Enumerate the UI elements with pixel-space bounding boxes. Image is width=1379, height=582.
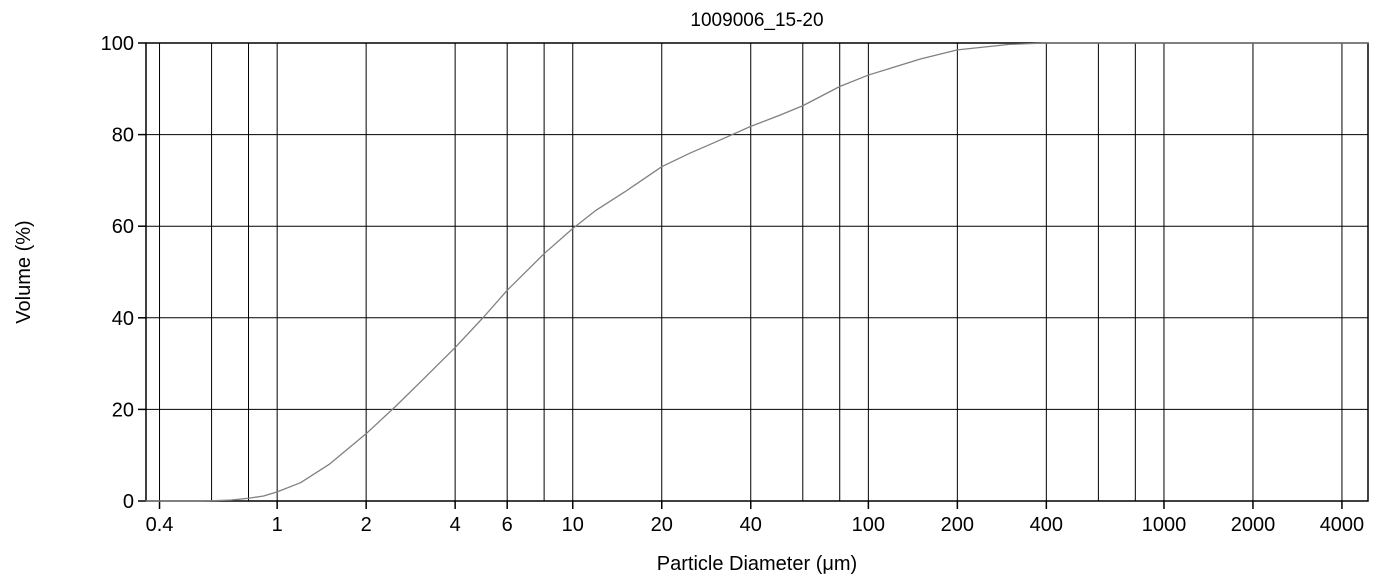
y-tick-label: 40 xyxy=(112,308,134,330)
x-tick-label: 200 xyxy=(941,514,974,536)
x-tick-label: 0.4 xyxy=(146,514,174,536)
x-tick-label: 10 xyxy=(562,514,584,536)
axis-ticks: 0.4 1 2 4 6 10 20 40 100 200 400 1000 2000 4000 0 20 40 6… xyxy=(101,33,1365,536)
x-tick-label: 1 xyxy=(272,514,283,536)
y-tick-label: 60 xyxy=(112,216,134,238)
x-tick-label: 40 xyxy=(740,514,762,536)
grid-lines xyxy=(146,42,1368,502)
y-axis-title: Volume (%) xyxy=(13,220,35,323)
y-tick-label: 20 xyxy=(112,399,134,421)
x-tick-label: 2 xyxy=(361,514,372,536)
plot-frame xyxy=(145,42,1369,502)
x-tick-label: 2000 xyxy=(1231,514,1276,536)
x-tick-label: 4000 xyxy=(1320,514,1365,536)
y-tick-label: 0 xyxy=(123,491,134,513)
y-tick-label: 100 xyxy=(101,33,134,55)
x-tick-label: 1000 xyxy=(1142,514,1187,536)
y-tick-label: 80 xyxy=(112,125,134,147)
x-tick-label: 400 xyxy=(1030,514,1063,536)
chart-title: 1009006_15-20 xyxy=(690,10,823,31)
x-tick-label: 100 xyxy=(852,514,885,536)
x-tick-label: 6 xyxy=(502,514,513,536)
series-line xyxy=(145,42,1369,502)
x-tick-label: 20 xyxy=(651,514,673,536)
x-tick-label: 4 xyxy=(450,514,461,536)
x-axis-title: Particle Diameter (μm) xyxy=(657,553,857,575)
